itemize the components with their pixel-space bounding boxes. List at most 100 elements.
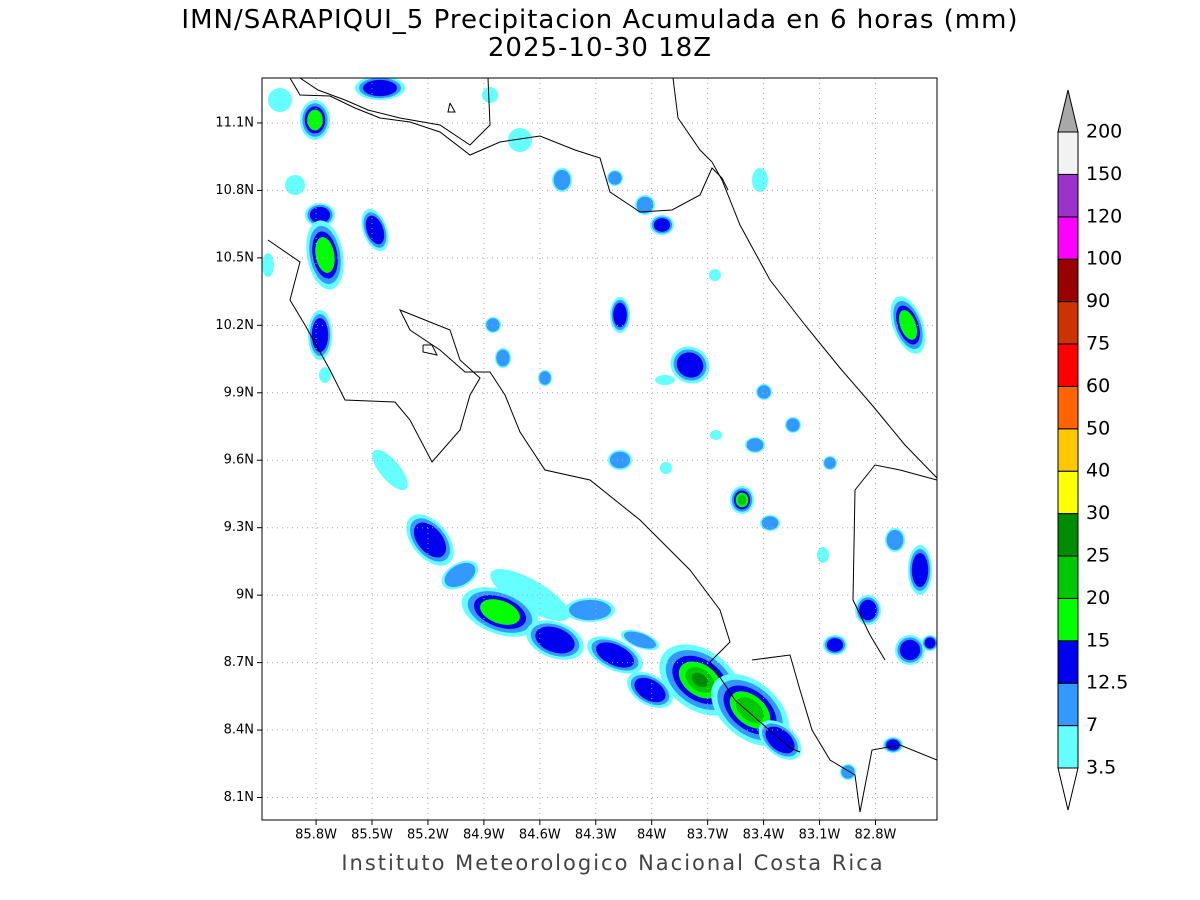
precip-contour	[624, 631, 656, 649]
precip-contour	[535, 626, 575, 654]
precip-contour	[553, 169, 571, 191]
colorbar-label: 50	[1086, 417, 1110, 439]
colorbar-box	[1057, 555, 1079, 599]
colorbar-label: 60	[1086, 375, 1110, 397]
precip-contour	[413, 522, 447, 558]
precip-contour	[752, 168, 768, 192]
title-line: 2025-10-30 18Z	[488, 33, 712, 63]
colorbar-label: 3.5	[1086, 757, 1116, 779]
precip-contour	[786, 418, 800, 432]
plot-frame	[261, 77, 938, 821]
colorbar-label: 7	[1086, 714, 1098, 736]
precip-contour	[309, 206, 331, 224]
precip-contour	[365, 215, 385, 245]
precip-contour	[285, 175, 305, 195]
colorbar-under	[1057, 767, 1079, 811]
colorbar-label: 30	[1086, 502, 1110, 524]
x-tick-label: 83.1W	[799, 828, 841, 843]
y-tick-label: 9N	[236, 588, 254, 603]
coast-line	[289, 78, 729, 213]
colorbar-box	[1057, 258, 1079, 303]
colorbar-label: 20	[1086, 587, 1110, 609]
precip-contour	[363, 79, 397, 97]
precip-contour	[746, 438, 764, 452]
y-tick-label: 10.5N	[215, 250, 254, 265]
precip-contour	[444, 562, 476, 588]
y-tick-label: 11.1N	[215, 115, 254, 130]
colorbar-label: 12.5	[1086, 672, 1128, 694]
precip-contour	[761, 516, 779, 530]
colorbar-box	[1057, 640, 1079, 684]
precip-contour	[268, 88, 292, 112]
title-line: IMN/SARAPIQUI_5 Precipitacion Acumulada …	[181, 5, 1018, 35]
colorbar-label: 150	[1086, 163, 1122, 185]
x-tick-label: 84W	[637, 828, 667, 843]
precip-contour	[817, 547, 829, 563]
precip-contour	[490, 569, 570, 621]
precip-contour	[859, 599, 877, 621]
colorbar-box	[1057, 216, 1079, 260]
x-tick-label: 82.8W	[855, 828, 897, 843]
grid	[257, 78, 937, 825]
colorbar-box	[1057, 131, 1079, 175]
colorbar-box	[1057, 173, 1079, 218]
precip-contour	[841, 765, 855, 779]
colorbar-box	[1057, 725, 1079, 769]
precip-contour	[736, 697, 764, 723]
colorbar: 3.5 7 12.5 15 20 25 30 40 50 60 75 90 100 120 150 200	[1057, 89, 1128, 811]
precip-contour	[886, 739, 900, 751]
precip-contour	[737, 494, 747, 506]
footer: Instituto Meteorologico Nacional Costa R…	[341, 851, 884, 875]
precip-contour	[539, 371, 551, 385]
precip-contour	[508, 128, 532, 152]
x-tick-label: 84.6W	[519, 828, 561, 843]
y-tick-label: 8.1N	[224, 790, 254, 805]
precip-contour	[315, 237, 335, 273]
colorbar-box	[1057, 428, 1079, 472]
colorbar-box	[1057, 385, 1079, 430]
coast-line	[672, 78, 937, 479]
precip-contour	[886, 529, 904, 551]
coast-line	[852, 489, 886, 661]
colorbar-label: 75	[1086, 333, 1110, 355]
coast-line	[299, 78, 491, 146]
colorbar-box	[1057, 470, 1079, 515]
colorbar-label: 40	[1086, 460, 1110, 482]
precip-contour	[691, 672, 709, 688]
colorbar-box	[1057, 513, 1079, 557]
precip-contour	[596, 642, 634, 668]
precip-contour	[655, 375, 675, 385]
colorbar-label: 200	[1086, 121, 1122, 143]
precip-contour	[757, 385, 771, 399]
precip-contour	[636, 196, 654, 214]
coastlines	[267, 78, 937, 813]
colorbar-label: 100	[1086, 248, 1122, 270]
precip-contour	[480, 599, 520, 625]
y-tick-label: 10.8N	[215, 183, 254, 198]
colorbar-label: 15	[1086, 629, 1110, 651]
x-tick-label: 85.5W	[351, 828, 393, 843]
precip-contour	[660, 462, 672, 474]
precip-contour	[634, 677, 666, 703]
precip-contour	[709, 269, 721, 281]
precip-contour	[924, 637, 936, 649]
x-tick-label: 84.9W	[463, 828, 505, 843]
precip-contour	[496, 349, 510, 367]
x-tick-label: 84.3W	[575, 828, 617, 843]
coast-line	[422, 344, 438, 356]
precip-contour	[482, 87, 498, 103]
precip-contour	[307, 109, 323, 131]
precip-contour	[824, 457, 836, 469]
precip-contour	[569, 599, 611, 621]
colorbar-box	[1057, 682, 1079, 727]
precip-contour	[826, 638, 844, 652]
coast-line	[751, 654, 937, 813]
y-tick-label: 9.9N	[224, 385, 254, 400]
precip-contour	[609, 451, 631, 469]
y-tick-label: 8.7N	[224, 655, 254, 670]
precip-contour	[911, 553, 929, 587]
x-tick-label: 85.2W	[407, 828, 449, 843]
colorbar-label: 90	[1086, 290, 1110, 312]
y-tick-label: 8.4N	[224, 723, 254, 738]
